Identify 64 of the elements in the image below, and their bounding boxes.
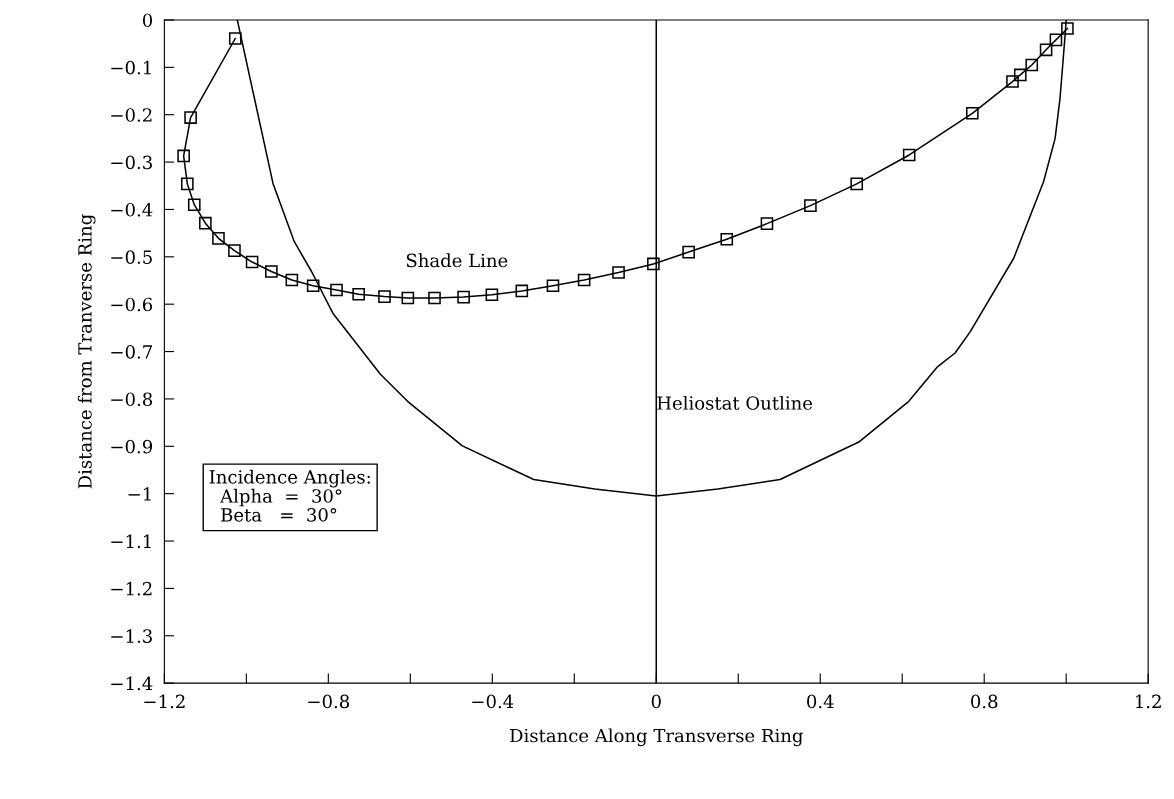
point <box>850 177 864 191</box>
point <box>428 291 441 305</box>
point <box>457 290 470 304</box>
point <box>1025 58 1039 72</box>
point <box>1013 68 1027 82</box>
x-tick-label: 0 <box>651 694 661 709</box>
point <box>401 291 415 305</box>
x-tick-label: 0.4 <box>807 694 834 709</box>
point <box>212 232 225 245</box>
point <box>902 148 916 162</box>
point <box>306 279 320 293</box>
point <box>485 288 499 302</box>
point <box>760 217 774 230</box>
y-tick-label: −0.7 <box>111 345 152 359</box>
point <box>285 273 299 287</box>
y-tick-label: −1.3 <box>111 629 152 643</box>
point <box>612 266 625 279</box>
point <box>187 198 201 212</box>
point <box>1049 33 1063 47</box>
y-tick-label: −0.3 <box>111 155 152 170</box>
point <box>682 245 695 259</box>
y-tick-label: −0.9 <box>111 439 153 454</box>
point <box>228 244 241 257</box>
point <box>720 232 734 246</box>
point <box>180 177 194 191</box>
annotation: Incidence Angles: Alpha = 30° Beta = 30° <box>209 469 370 522</box>
point <box>330 283 343 297</box>
point <box>378 290 391 303</box>
point <box>647 257 660 271</box>
y-tick-label: −0.1 <box>111 60 151 75</box>
x-axis-title: Distance Along Transverse Ring <box>510 728 803 747</box>
point <box>965 106 979 120</box>
y-tick-label: −0.6 <box>111 297 153 312</box>
x-tick-label: −0.8 <box>308 694 350 709</box>
point <box>184 111 197 124</box>
y-tick-label: −1.4 <box>111 676 153 691</box>
point <box>1061 22 1074 35</box>
point <box>577 273 591 287</box>
point <box>199 216 212 230</box>
y-axis-title: Distance from Tranverse Ring <box>77 214 96 489</box>
point <box>228 32 242 45</box>
x-tick-label: −1.2 <box>144 694 185 709</box>
x-tick-label: 0.8 <box>971 694 998 709</box>
point <box>177 149 190 163</box>
point <box>546 279 560 293</box>
y-tick-label: −0.4 <box>111 202 153 217</box>
point <box>1006 75 1019 88</box>
y-tick-label: −1.2 <box>111 581 152 596</box>
point <box>245 255 259 269</box>
x-tick-label: 1.2 <box>1136 694 1161 709</box>
x-tick-label: −0.4 <box>472 694 514 709</box>
series-label: Shade Line <box>406 253 508 268</box>
y-tick-label: −0.2 <box>111 108 152 122</box>
y-tick-label: −0.8 <box>111 392 153 407</box>
y-tick-label: 0 <box>142 13 153 28</box>
y-tick-label: −1.1 <box>111 534 151 549</box>
y-tick-label: −0.5 <box>111 250 152 264</box>
point <box>352 287 365 301</box>
point <box>265 265 278 278</box>
point <box>1039 43 1053 57</box>
point <box>804 199 817 212</box>
y-tick-label: −1 <box>128 487 151 501</box>
point <box>515 284 529 298</box>
text: Heliostat Outline <box>657 395 813 410</box>
